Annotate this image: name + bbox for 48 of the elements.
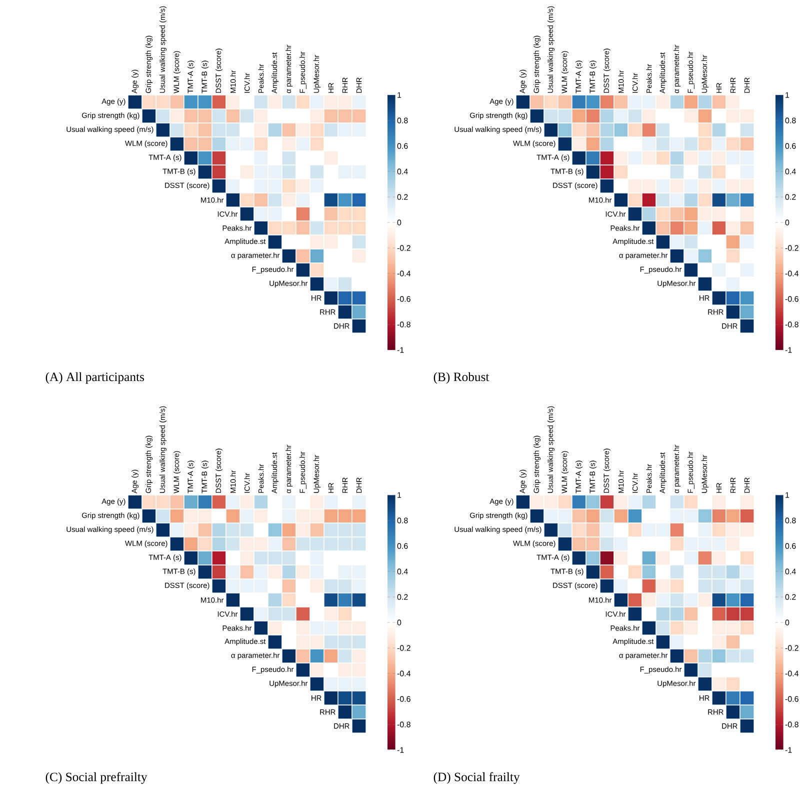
text: (B) Robust (434, 372, 490, 384)
color-bar-label: 0.4 (397, 168, 408, 174)
color-bar-label: 0.2 (397, 194, 408, 200)
color-bar-label: -0.4 (397, 670, 411, 676)
color-bar-label: -0.6 (397, 696, 410, 702)
color-bar-label: -1 (397, 747, 404, 753)
color-bar-label: -0.2 (397, 245, 410, 251)
color-bar-label: 0.2 (397, 594, 408, 600)
color-bar-label: 0 (397, 220, 402, 226)
color-bar-label: 0 (397, 620, 402, 626)
color-bar-label: 0.2 (785, 194, 796, 200)
color-bar-label: 1 (398, 492, 402, 498)
color-bar-label: -0.6 (785, 296, 798, 302)
color-bar-label: 0 (785, 220, 790, 226)
color-bar-label: 0.4 (397, 568, 408, 574)
color-bar-label: -0.4 (397, 270, 411, 276)
color-bar-label: -0.2 (785, 245, 798, 251)
color-bar-label: -0.6 (785, 696, 798, 702)
color-bar-label: -0.8 (785, 322, 798, 328)
text: (D) Social frailty (434, 772, 520, 784)
color-bar-label: 0.6 (785, 543, 796, 549)
color-bar-label: 0.6 (397, 143, 408, 149)
color-bar-label: 0.8 (397, 518, 408, 524)
color-bar-label: -0.8 (397, 722, 410, 728)
color-bar-label: -0.4 (785, 670, 799, 676)
color-bar-label: 1 (786, 92, 790, 98)
color-bar-label: 1 (398, 92, 402, 98)
color-bar-label: 0.4 (785, 568, 796, 574)
color-bar-label: 0.8 (397, 118, 408, 124)
color-bar-label: -0.2 (397, 645, 410, 651)
text: (C) Social prefrailty (46, 772, 148, 784)
color-bar-label: -0.2 (785, 645, 798, 651)
color-bar-label: -1 (785, 347, 792, 353)
color-bar-label: -0.8 (785, 722, 798, 728)
color-bar-label: 0.6 (785, 143, 796, 149)
color-bar-label: 0 (785, 620, 790, 626)
color-bar-label: -1 (785, 747, 792, 753)
color-bar-label: 0.8 (785, 518, 796, 524)
color-bar-label: 1 (786, 492, 790, 498)
color-bar-label: -0.8 (397, 322, 410, 328)
color-bar-label: -0.4 (785, 270, 799, 276)
color-bar-label: 0.2 (785, 594, 796, 600)
color-bar-label: -0.6 (397, 296, 410, 302)
text: (A) All participants (46, 372, 144, 384)
color-bar-label: 0.6 (397, 543, 408, 549)
color-bar-label: 0.8 (785, 118, 796, 124)
color-bar-label: -1 (397, 347, 404, 353)
color-bar-label: 0.4 (785, 168, 796, 174)
